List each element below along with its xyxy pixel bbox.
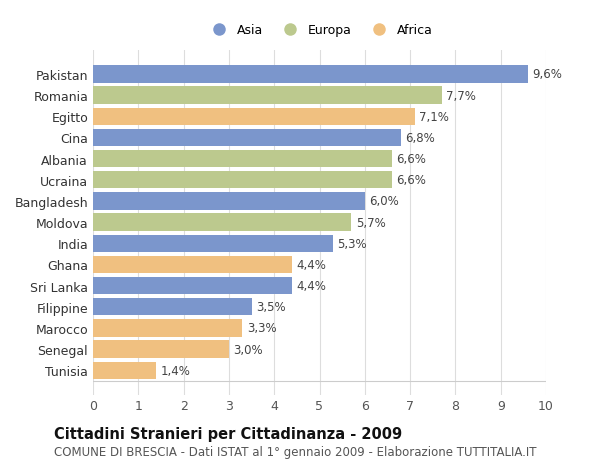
Bar <box>93 319 242 337</box>
Bar <box>93 362 157 379</box>
Text: 6,6%: 6,6% <box>397 174 427 187</box>
Bar <box>93 341 229 358</box>
Text: 1,4%: 1,4% <box>161 364 191 377</box>
Text: 6,0%: 6,0% <box>370 195 399 208</box>
Text: 9,6%: 9,6% <box>532 68 562 81</box>
Bar <box>93 108 415 126</box>
Text: 6,8%: 6,8% <box>406 132 436 145</box>
Bar <box>93 172 392 189</box>
Bar <box>93 235 333 252</box>
Text: 7,7%: 7,7% <box>446 90 476 102</box>
Text: 5,7%: 5,7% <box>356 216 385 229</box>
Bar <box>93 193 365 210</box>
Bar <box>93 87 442 105</box>
Text: 5,3%: 5,3% <box>338 237 367 250</box>
Bar <box>93 256 292 274</box>
Text: Cittadini Stranieri per Cittadinanza - 2009: Cittadini Stranieri per Cittadinanza - 2… <box>54 426 402 441</box>
Text: COMUNE DI BRESCIA - Dati ISTAT al 1° gennaio 2009 - Elaborazione TUTTITALIA.IT: COMUNE DI BRESCIA - Dati ISTAT al 1° gen… <box>54 445 536 458</box>
Bar <box>93 66 528 84</box>
Bar <box>93 214 351 231</box>
Bar <box>93 298 251 316</box>
Text: 3,5%: 3,5% <box>256 301 286 313</box>
Bar <box>93 151 392 168</box>
Bar <box>93 277 292 295</box>
Text: 4,4%: 4,4% <box>297 280 327 292</box>
Text: 7,1%: 7,1% <box>419 111 449 123</box>
Text: 6,6%: 6,6% <box>397 153 427 166</box>
Legend: Asia, Europa, Africa: Asia, Europa, Africa <box>202 19 437 42</box>
Text: 3,3%: 3,3% <box>247 322 277 335</box>
Bar <box>93 129 401 147</box>
Text: 3,0%: 3,0% <box>233 343 263 356</box>
Text: 4,4%: 4,4% <box>297 258 327 271</box>
